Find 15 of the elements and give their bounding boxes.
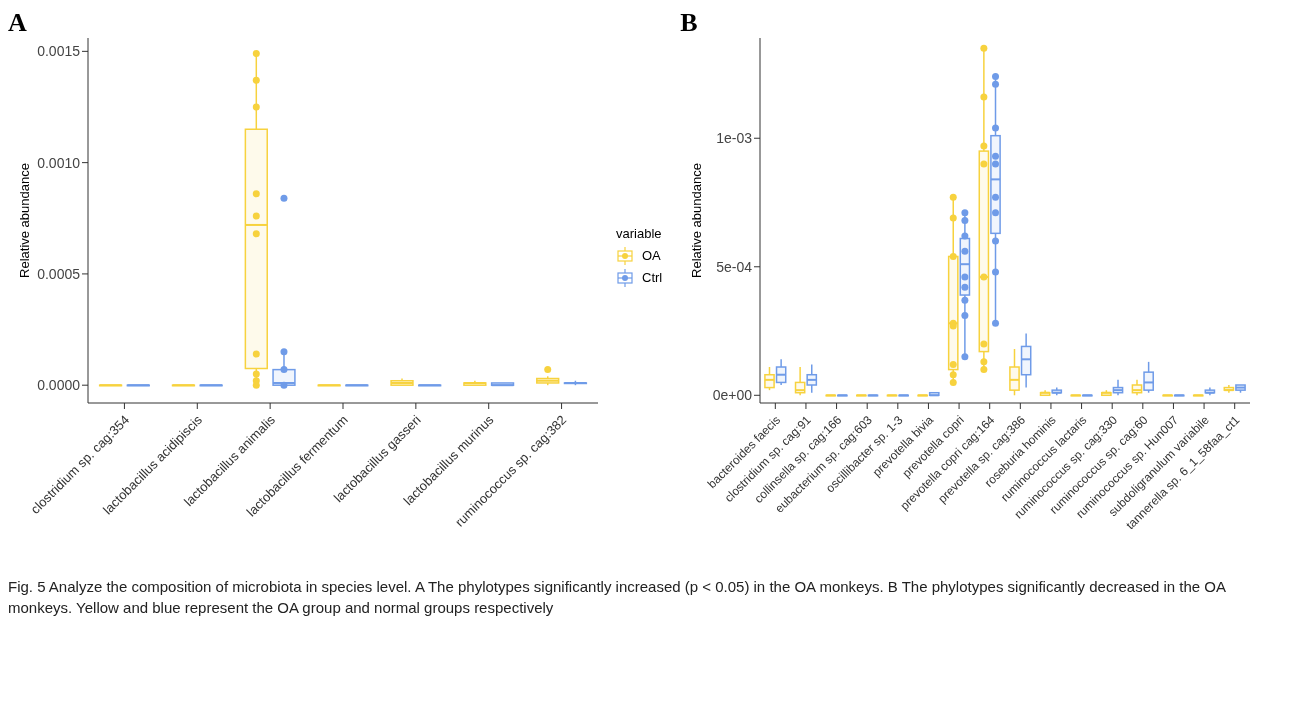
y-tick-label: 0e+00 (712, 387, 753, 404)
legend-title: variable (616, 225, 663, 241)
chart-title: B (680, 8, 698, 38)
y-tick-label: 5e-04 (716, 258, 753, 275)
y-tick-label: 1e-03 (716, 130, 753, 147)
y-tick-label: 0.0000 (37, 377, 81, 394)
y-axis-title: Relative abundance (688, 163, 704, 278)
legend-label: Ctrl (642, 270, 663, 285)
y-tick-label: 0.0005 (37, 265, 81, 282)
y-tick-label: 0.0010 (37, 154, 81, 171)
y-tick-label: 0.0015 (37, 43, 81, 60)
y-axis-title: Relative abundance (16, 163, 32, 278)
legend-label: OA (642, 248, 661, 263)
chart-title: A (8, 8, 27, 38)
caption: Fig. 5 Analyze the composition of microbiota in species level. A The phylotypes significantly increased (p < 0.05) in the OA monkeys. B The phylotypes significantly decreased in the OA monkeys. Yellow and blue represent the OA group and normal groups respectively (8, 577, 1227, 618)
